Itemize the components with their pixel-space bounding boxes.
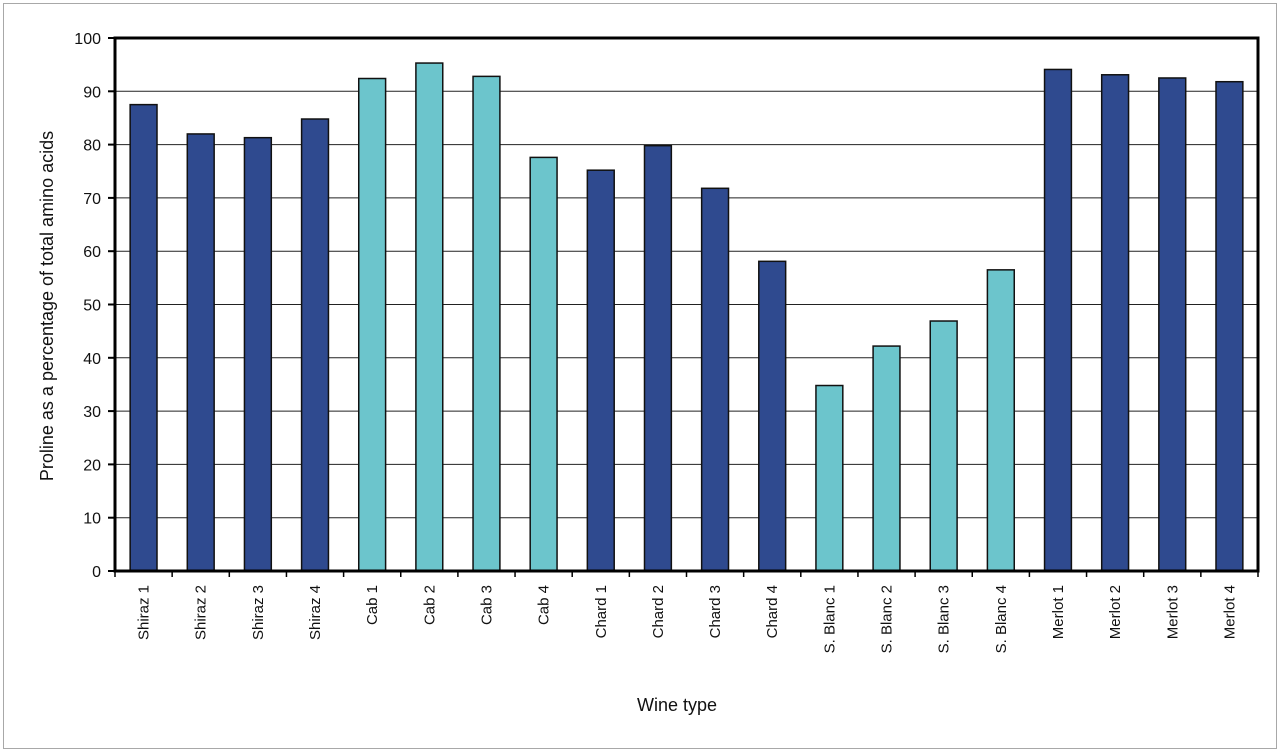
x-category-label: Merlot 2 [1107, 585, 1124, 639]
x-category-label: Chard 3 [707, 585, 724, 638]
bar [300, 118, 330, 572]
bar [1215, 80, 1244, 572]
x-category-label: Merlot 1 [1050, 585, 1067, 639]
bar [815, 384, 844, 572]
x-category-label: Cab 3 [478, 585, 495, 625]
bar [872, 345, 901, 572]
bar [700, 187, 730, 572]
bar [1043, 68, 1073, 572]
x-category-label: Chard 2 [650, 585, 667, 638]
x-category-label: Chard 4 [764, 585, 781, 638]
y-tick-label: 10 [83, 511, 101, 528]
x-category-label: S. Blanc 2 [879, 585, 896, 653]
x-axis-title: Wine type [637, 695, 717, 715]
bar [929, 320, 958, 572]
bar [1158, 77, 1187, 572]
x-category-label: S. Blanc 1 [821, 585, 838, 653]
bar [986, 269, 1016, 572]
x-category-label: S. Blanc 4 [993, 585, 1010, 653]
x-category-label: Shiraz 2 [193, 585, 210, 640]
x-category-label: Shiraz 4 [307, 585, 324, 640]
y-tick-label: 70 [83, 191, 101, 208]
bar [243, 136, 273, 572]
y-tick-label: 60 [83, 244, 101, 261]
y-tick-label: 80 [83, 138, 101, 155]
x-category-label: Cab 1 [364, 585, 381, 625]
bar [415, 62, 444, 572]
bar [1100, 74, 1130, 572]
bar [529, 156, 558, 572]
bar [643, 144, 673, 572]
y-tick-label: 90 [83, 84, 101, 101]
y-tick-label: 0 [92, 564, 101, 581]
bar [357, 77, 387, 572]
y-tick-label: 50 [83, 298, 101, 315]
x-category-labels: Shiraz 1 Shiraz 2 Shiraz 3 Shiraz 4 Cab 1 Cab… [136, 585, 1239, 653]
bar [472, 75, 501, 572]
x-category-label: S. Blanc 3 [936, 585, 953, 653]
x-category-label: Shiraz 1 [136, 585, 153, 640]
y-tick-labels: 0 10 20 30 40 50 60 70 80 90 100 [74, 31, 101, 581]
y-tick-label: 100 [74, 31, 101, 48]
y-axis-title: Proline as a percentage of total amino a… [37, 131, 57, 481]
x-category-label: Chard 1 [593, 585, 610, 638]
bar [758, 260, 787, 572]
x-category-label: Cab 4 [536, 585, 553, 625]
x-category-label: Merlot 4 [1221, 585, 1238, 639]
axis-ticks [108, 37, 1259, 577]
bar [586, 169, 615, 572]
x-category-label: Merlot 3 [1164, 585, 1181, 639]
y-tick-label: 20 [83, 457, 101, 474]
bar [129, 103, 158, 572]
bars [129, 62, 1244, 572]
x-category-label: Shiraz 3 [250, 585, 267, 640]
bar [186, 133, 215, 572]
y-tick-label: 40 [83, 351, 101, 368]
y-tick-label: 30 [83, 404, 101, 421]
x-category-label: Cab 2 [421, 585, 438, 625]
